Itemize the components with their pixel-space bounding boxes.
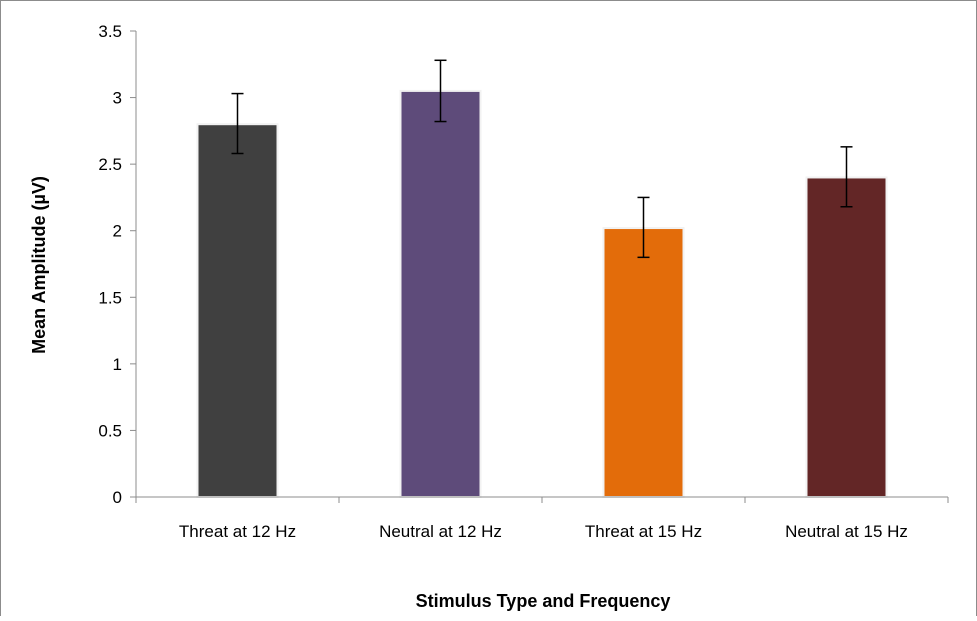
error-bars (231, 59, 853, 259)
y-tick-label: 2 (113, 222, 122, 241)
y-axis-ticks: 0 0.5 1 1.5 2 2.5 3 3.5 (98, 22, 136, 507)
x-tick-label: Neutral at 12 Hz (379, 522, 502, 541)
x-tick-label: Threat at 15 Hz (585, 522, 702, 541)
bar-2 (399, 89, 482, 499)
y-tick-label: 0 (113, 488, 122, 507)
x-tick-label: Threat at 12 Hz (179, 522, 296, 541)
y-tick-label: 1 (113, 355, 122, 374)
y-tick-label: 2.5 (98, 155, 122, 174)
bars (196, 89, 888, 499)
bar-3 (602, 227, 685, 498)
y-tick-label: 3 (113, 89, 122, 108)
y-axis-title: Mean Amplitude (µV) (29, 176, 49, 354)
bar-1 (196, 123, 279, 498)
x-tick-label: Neutral at 15 Hz (785, 522, 908, 541)
x-axis-title: Stimulus Type and Frequency (416, 591, 671, 611)
y-tick-label: 1.5 (98, 288, 122, 307)
x-axis-ticks: Threat at 12 Hz Neutral at 12 Hz Threat at… (135, 497, 949, 541)
y-tick-label: 0.5 (98, 421, 122, 440)
y-tick-label: 3.5 (98, 22, 122, 41)
bar-4 (805, 176, 888, 498)
